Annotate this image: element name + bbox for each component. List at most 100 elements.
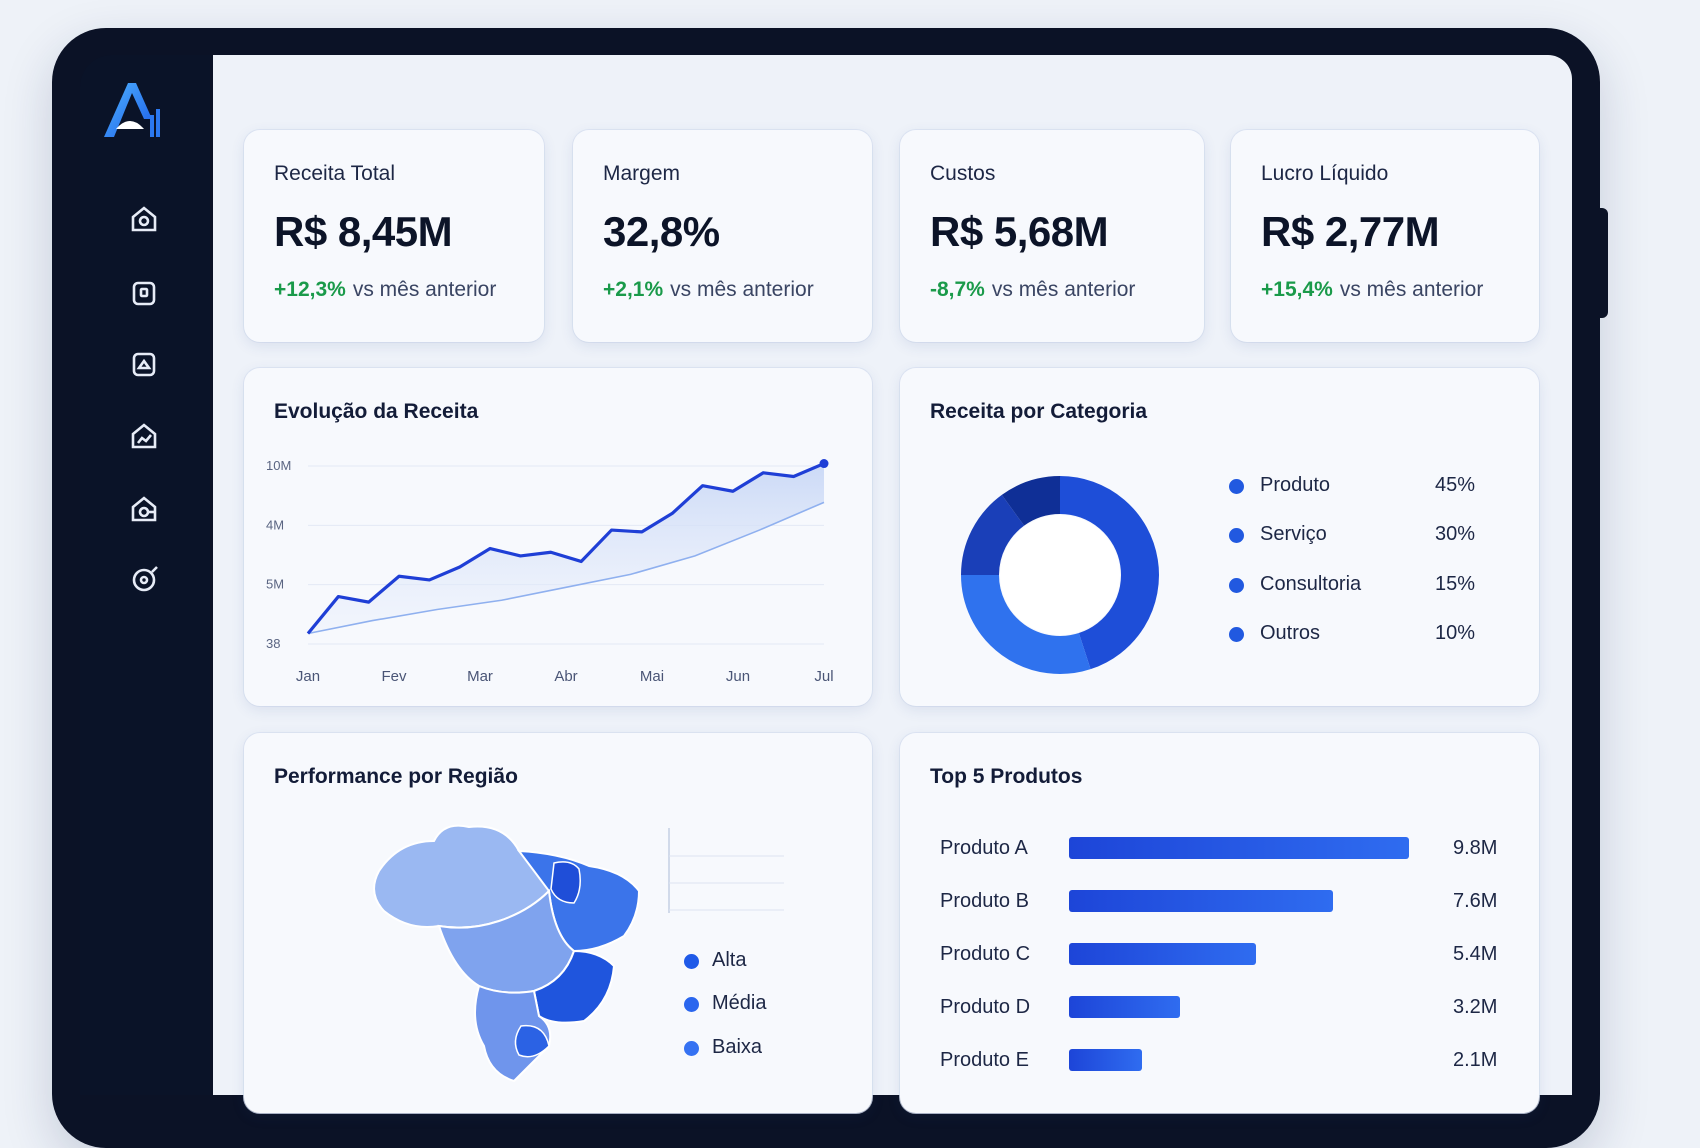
bar-label: Produto D [940,996,1031,1018]
home-icon [131,206,157,232]
legend-dot [1229,479,1244,494]
kpi-delta-percent: +2,1% [603,278,664,301]
bar-value-label: 2.1M [1453,1049,1498,1071]
data-point [819,459,829,469]
series-line-revenue [306,462,825,635]
region-performance-card: Performance por Região Alta Média Baixa [244,733,872,1113]
bar [1069,996,1181,1018]
sidebar: A [80,55,210,1095]
bar-label: Produto B [940,890,1029,912]
bar-track [1069,1049,1409,1071]
device-side-button [1600,208,1608,318]
map-region-southeast [532,949,616,1024]
card-title: Top 5 Produtos [930,765,1083,788]
kpi-delta-percent: +15,4% [1261,278,1333,301]
category-revenue-card: Receita por Categoria Produto 45% Serviç… [900,368,1539,706]
kpi-delta-suffix: vs mês anterior [670,278,814,301]
bar-row[interactable]: Produto B 7.6M [900,881,1539,921]
bar-track [1069,996,1409,1018]
bar-row[interactable]: Produto A 9.8M [900,828,1539,868]
analytics-icon [131,496,157,522]
app-logo[interactable]: A [100,79,166,146]
sidebar-item-inventory[interactable] [116,336,172,392]
bar-value-label: 9.8M [1453,837,1498,859]
bar-label: Produto A [940,837,1028,859]
kpi-delta-percent: -8,7% [930,278,985,301]
map-legend-item: Baixa [684,1033,834,1063]
kpi-label: Custos [930,162,996,185]
x-tick-label: Abr [554,668,577,685]
kpi-card-margem[interactable]: Margem 32,8% +2,1% vs mês anterior [573,130,872,342]
kpi-card-receita-total[interactable]: Receita Total R$ 8,45M +12,3% vs mês ante… [244,130,544,342]
card-title: Evolução da Receita [274,400,479,423]
bar-track [1069,890,1409,912]
x-tick-label: Jan [296,668,320,685]
x-tick-label: Jun [726,668,750,685]
kpi-delta: -8,7% vs mês anterior [930,278,1135,302]
top-products-card: Top 5 Produtos Produto A 9.8M Produto B 7.6… [900,733,1539,1113]
sidebar-item-reports[interactable] [116,408,172,464]
legend-value: 45% [1435,474,1476,496]
area-fill [308,463,824,634]
revenue-evolution-card: Evolução da Receita 10M 4M 5M 38 Jan Fev Mar Ab… [244,368,872,706]
bar [1069,837,1409,859]
x-tick-label: Mar [467,668,493,685]
y-tick-label: 10M [266,458,291,473]
bar [1069,890,1333,912]
bar-row[interactable]: Produto D 3.2M [900,987,1539,1027]
map-scale [668,828,784,913]
bar-track [1069,837,1409,859]
bar-row[interactable]: Produto C 5.4M [900,934,1539,974]
legend-value: 30% [1435,523,1476,545]
legend-dot [1229,578,1244,593]
kpi-value: R$ 8,45M [274,208,453,255]
legend-item: Consultoria 15% [900,570,1539,600]
kpi-delta-percent: +12,3% [274,278,346,301]
card-title: Receita por Categoria [930,400,1148,423]
sidebar-item-analytics[interactable] [116,481,172,537]
kpi-card-lucro-liquido[interactable]: Lucro Líquido R$ 2,77M +15,4% vs mês ante… [1231,130,1539,342]
kpi-delta: +12,3% vs mês anterior [274,278,496,302]
bar-track [1069,943,1409,965]
kpi-card-custos[interactable]: Custos R$ 5,68M -8,7% vs mês anterior [900,130,1204,342]
legend-dot [684,997,699,1012]
legend-label: Baixa [712,1036,763,1058]
donut-slice [1001,476,1061,527]
donut-slice [961,574,1091,674]
inventory-icon [132,352,156,377]
kpi-value: R$ 2,77M [1261,208,1440,255]
legend-item: Outros 10% [900,619,1539,649]
kpi-label: Receita Total [274,162,396,185]
y-tick-label: 38 [266,636,280,651]
legend-label: Alta [712,949,747,971]
y-tick-label: 4M [266,517,284,532]
series-line-trend [307,501,825,635]
bar-value-label: 5.4M [1453,943,1498,965]
kpi-delta-suffix: vs mês anterior [1339,278,1484,301]
legend-value: 15% [1435,573,1476,595]
legend-dot [684,954,699,969]
bar-row[interactable]: Produto E 2.1M [900,1040,1539,1080]
bar-label: Produto C [940,943,1031,965]
donut-slice [961,494,1025,576]
legend-item: Produto 45% [900,471,1539,501]
legend-dot [1229,528,1244,543]
sidebar-item-home[interactable] [116,191,172,247]
legend-label: Média [712,992,767,1014]
x-tick-label: Jul [814,668,833,685]
y-tick-label: 5M [266,577,284,592]
map-region-ne-highlight [550,861,581,904]
sidebar-item-products[interactable] [116,265,172,321]
bar [1069,943,1257,965]
settings-icon [132,566,158,592]
card-title: Performance por Região [274,765,518,788]
sidebar-item-settings[interactable] [116,552,172,608]
x-tick-label: Mai [640,668,664,685]
legend-dot [684,1041,699,1056]
kpi-label: Lucro Líquido [1261,162,1389,185]
map-region-south-accent [514,1024,550,1058]
legend-dot [1229,627,1244,642]
brazil-map[interactable] [339,811,659,1091]
kpi-value: 32,8% [603,208,720,255]
legend-label: Consultoria [1260,573,1362,595]
